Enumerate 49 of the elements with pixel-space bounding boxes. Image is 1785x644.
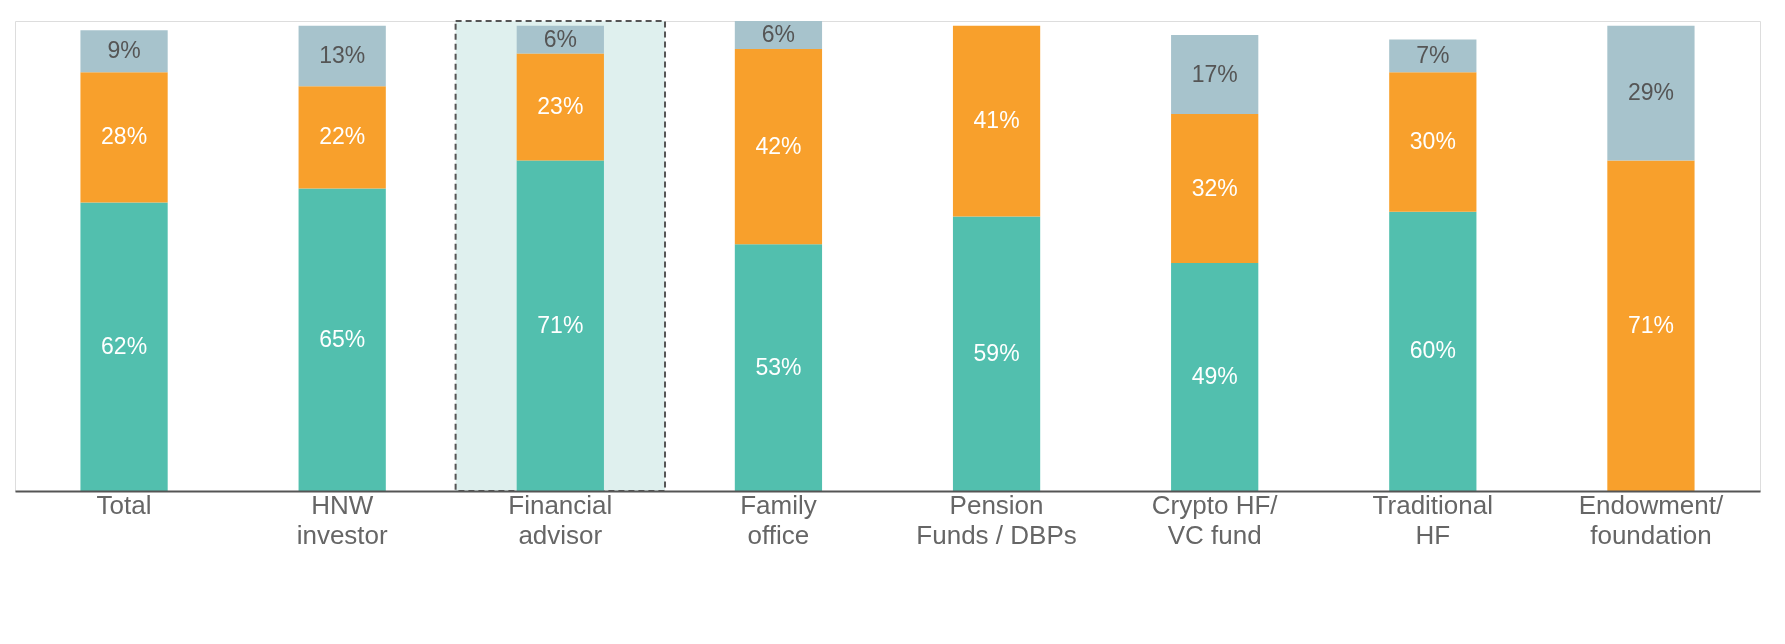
bar xyxy=(952,216,1041,491)
bar xyxy=(298,86,386,189)
bar xyxy=(298,25,386,87)
bar xyxy=(298,188,386,491)
bar xyxy=(1389,211,1477,491)
bar xyxy=(516,160,604,491)
bar xyxy=(1171,262,1259,491)
data-label: 60% xyxy=(1409,337,1456,364)
data-label: 30% xyxy=(1409,127,1456,154)
data-label: 71% xyxy=(1627,311,1674,338)
x-tick-label: Crypto HF/ VC fund xyxy=(1151,489,1279,550)
bar xyxy=(1171,34,1259,115)
data-label: 65% xyxy=(319,325,366,352)
data-label: 7% xyxy=(1416,41,1450,68)
data-label: 23% xyxy=(537,93,584,120)
x-tick-label: Pension Funds / DBPs xyxy=(916,489,1077,550)
data-label: 49% xyxy=(1191,362,1238,389)
bar xyxy=(1171,114,1259,263)
x-tick-label: Endowment/ foundation xyxy=(1578,489,1724,550)
data-label: 9% xyxy=(107,37,141,64)
data-label: 59% xyxy=(973,339,1020,366)
data-label: 28% xyxy=(101,123,148,150)
data-label: 13% xyxy=(319,41,366,68)
bar xyxy=(734,48,823,245)
bar xyxy=(80,72,168,203)
bar xyxy=(952,25,1041,217)
data-label: 6% xyxy=(543,25,577,52)
bar xyxy=(734,244,823,491)
data-label: 42% xyxy=(755,132,802,159)
data-label: 71% xyxy=(537,311,584,338)
data-label: 6% xyxy=(761,20,796,47)
x-tick-label: Total xyxy=(96,489,152,520)
data-label: 29% xyxy=(1627,79,1674,106)
bar xyxy=(1389,72,1477,212)
x-tick-label: HNW investor xyxy=(296,489,389,550)
x-tick-label: Traditional HF xyxy=(1372,489,1494,550)
x-tick-label: Family office xyxy=(740,489,817,550)
data-label: 53% xyxy=(755,353,802,380)
bar xyxy=(516,53,604,161)
bar xyxy=(1607,160,1695,491)
bar xyxy=(1607,25,1695,161)
x-tick-label: Financial advisor xyxy=(508,489,613,550)
data-label: 62% xyxy=(101,332,148,359)
data-label: 22% xyxy=(319,123,366,150)
data-label: 41% xyxy=(973,107,1020,134)
bar xyxy=(80,202,168,491)
bar xyxy=(80,30,168,73)
data-label: 17% xyxy=(1191,60,1238,87)
data-label: 32% xyxy=(1191,174,1238,201)
